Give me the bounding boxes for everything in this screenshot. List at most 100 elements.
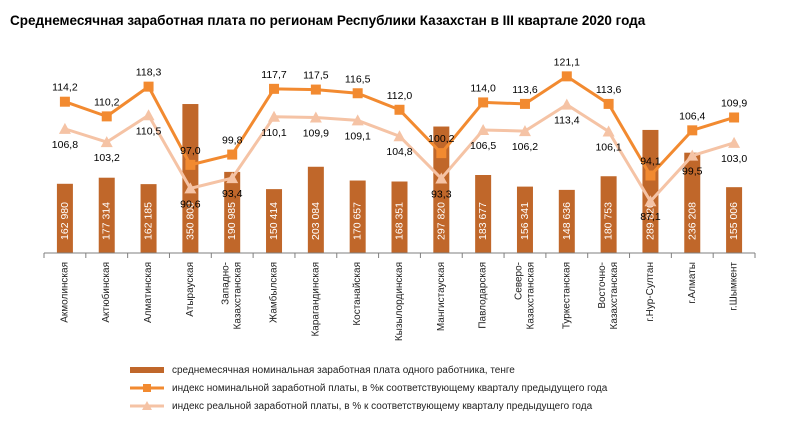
- nominal-index-label: 121,1: [554, 56, 580, 68]
- real-index-label: 90,6: [180, 198, 201, 210]
- real-index-label: 87,1: [640, 211, 661, 223]
- bar: [642, 129, 659, 253]
- real-index-marker: [393, 130, 406, 142]
- nominal-index-label: 112,0: [387, 90, 413, 102]
- nominal-index-marker: [729, 112, 740, 123]
- bar-value-label: 289 820: [644, 202, 656, 240]
- real-index-label: 106,5: [470, 140, 496, 152]
- bar-value-label: 203 084: [310, 202, 322, 240]
- real-index-marker: [477, 123, 490, 135]
- bar: [56, 183, 73, 253]
- nominal-index-marker: [645, 170, 656, 181]
- nominal-index-marker: [394, 104, 405, 115]
- bar-value-label: 168 351: [394, 202, 406, 240]
- bar-value-label: 162 980: [59, 202, 71, 240]
- bar: [182, 104, 199, 253]
- nominal-index-marker: [269, 83, 280, 94]
- real-index-label: 104,8: [386, 146, 412, 158]
- bar: [307, 166, 324, 253]
- nominal-index-label: 117,5: [303, 70, 329, 82]
- real-index-marker: [560, 98, 573, 110]
- nominal-index-label: 116,5: [345, 73, 371, 85]
- real-index-label: 106,2: [512, 141, 538, 153]
- nominal-index-label: 97,0: [180, 145, 201, 157]
- x-axis-category-labels: Акмолинская Актюбинская Алматинская Атыраус…: [59, 262, 739, 342]
- x-axis-category-label: Мангистауская: [436, 262, 447, 331]
- nominal-index-marker: [561, 71, 572, 82]
- nominal-index-marker: [185, 159, 196, 170]
- real-index-marker: [686, 149, 699, 161]
- x-axis-category-label: Павлодарская: [478, 262, 489, 329]
- real-index-marker: [644, 195, 657, 207]
- real-index-label: 109,9: [303, 127, 329, 139]
- nominal-index-label: 99,8: [222, 135, 243, 147]
- bar: [266, 189, 283, 253]
- x-axis-category-label: г.Шымкент: [729, 262, 740, 311]
- nominal-index-label: 106,4: [679, 110, 705, 122]
- bar-value-label: 148 636: [561, 202, 573, 240]
- x-axis-category-label: г.Алматы: [687, 262, 698, 304]
- bar: [433, 126, 450, 253]
- nominal-index-marker: [603, 98, 614, 109]
- bar: [516, 186, 533, 253]
- x-axis-category-label: Атырауская: [185, 262, 196, 317]
- nominal-index-marker: [478, 97, 489, 108]
- bar: [140, 184, 157, 253]
- x-axis-category-label: Актюбинская: [100, 262, 112, 323]
- x-axis-category-label: Жамбылская: [268, 262, 280, 323]
- x-axis-category-label: Западно-: [221, 262, 232, 305]
- real-index-marker: [351, 114, 364, 126]
- real-index-label: 109,1: [345, 130, 371, 142]
- bar-value-label: 180 753: [603, 202, 615, 240]
- bar-value-label: 170 657: [352, 202, 364, 240]
- bar-value-label: 350 800: [184, 202, 196, 240]
- real-index-label: 103,2: [94, 152, 120, 164]
- bar-value-label: 297 820: [435, 202, 447, 240]
- chart-title: Среднемесячная заработная плата по регио…: [10, 13, 646, 28]
- x-axis-category-label: Костанайская: [352, 262, 363, 326]
- real-index-label: 106,8: [52, 139, 78, 151]
- legend-label-real: индекс реальной заработной платы, в % к …: [172, 400, 593, 412]
- bar-value-label: 177 314: [101, 202, 113, 240]
- bar-value-label: 190 985: [226, 202, 238, 240]
- nominal-index-marker: [143, 81, 154, 92]
- bar: [475, 175, 492, 253]
- x-axis-category-label: Алматинская: [143, 262, 154, 323]
- bar-value-label: 183 677: [477, 202, 489, 240]
- legend-swatch-bars: [128, 363, 166, 377]
- bar-value-label: 162 185: [143, 202, 155, 240]
- nominal-index-label: 117,7: [261, 69, 287, 81]
- bar: [726, 187, 743, 253]
- nominal-index-label: 110,2: [94, 96, 120, 108]
- nominal-index-label: 100,2: [428, 133, 454, 145]
- x-axis-category-label: Карагандинская: [310, 262, 321, 337]
- nominal-index-marker: [101, 111, 112, 122]
- x-axis-category-label: Кызылординская: [394, 262, 405, 341]
- nominal-index-marker: [519, 98, 530, 109]
- nominal-index-label: 118,3: [136, 67, 162, 79]
- x-axis-category-label: Казахстанская: [525, 262, 536, 329]
- bar: [349, 180, 366, 253]
- legend-label-nominal: индекс номинальной заработной платы, в %…: [172, 382, 608, 394]
- real-index-label: 99,5: [682, 166, 703, 178]
- real-index-marker: [268, 110, 281, 122]
- nominal-index-marker: [687, 125, 698, 136]
- nominal-index-label: 114,0: [470, 82, 496, 94]
- real-index-label: 106,1: [595, 141, 621, 153]
- bar: [391, 181, 408, 253]
- bar: [600, 176, 617, 253]
- bar-value-label: 236 208: [686, 202, 698, 240]
- real-index-marker: [602, 125, 615, 137]
- bar-value-label: 150 414: [268, 202, 280, 240]
- x-axis-category-label: г.Нур-Султан: [645, 262, 656, 322]
- real-index-marker: [728, 136, 741, 148]
- legend-item-bars: среднемесячная номинальная заработная пл…: [128, 363, 515, 377]
- x-axis-category-label: Туркестанская: [561, 262, 572, 329]
- real-index-marker: [518, 125, 531, 137]
- nominal-index-label: 113,6: [596, 84, 622, 96]
- bar: [558, 189, 575, 253]
- real-index-marker: [184, 182, 197, 194]
- real-index-series: [58, 98, 741, 207]
- legend-label-bars: среднемесячная номинальная заработная пл…: [172, 364, 515, 376]
